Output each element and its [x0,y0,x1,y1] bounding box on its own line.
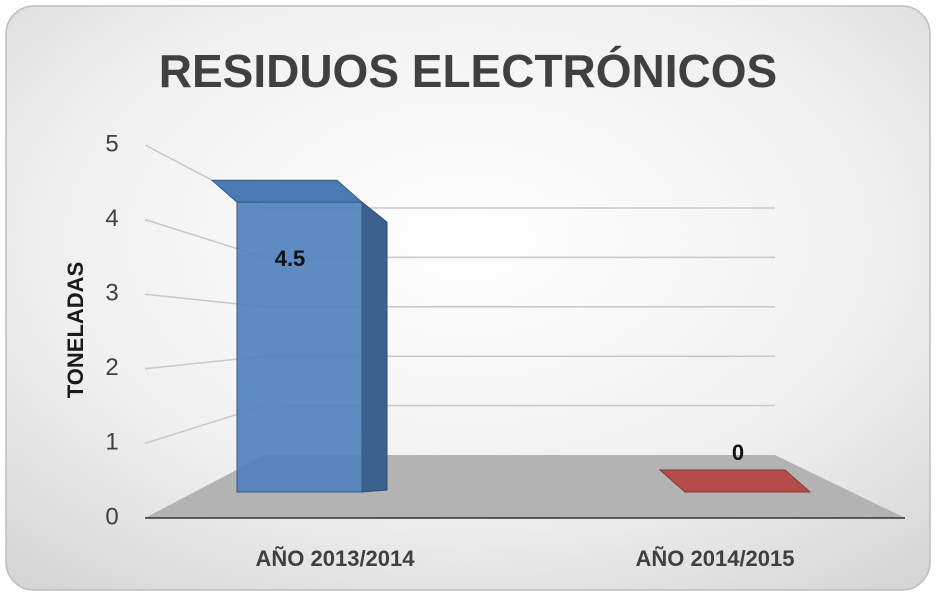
bar-side [361,201,388,493]
y-tick-label: 3 [105,280,118,307]
y-tick-label: 1 [105,429,118,456]
bar [236,201,363,493]
x-tick-label: AÑO 2014/2015 [636,546,795,571]
value-label: 4.5 [275,246,306,271]
chart-title: RESIDUOS ELECTRÓNICOS [159,45,778,97]
x-tick-label: AÑO 2013/2014 [256,546,416,571]
y-tick-label: 5 [105,130,118,157]
bar-top [210,179,364,203]
y-axis-label: TONELADAS [63,262,88,399]
y-tick-label: 2 [105,354,118,381]
value-label: 0 [732,440,744,465]
y-tick-label: 0 [105,503,118,530]
bar-top [658,469,812,493]
y-tick-label: 4 [105,205,118,232]
